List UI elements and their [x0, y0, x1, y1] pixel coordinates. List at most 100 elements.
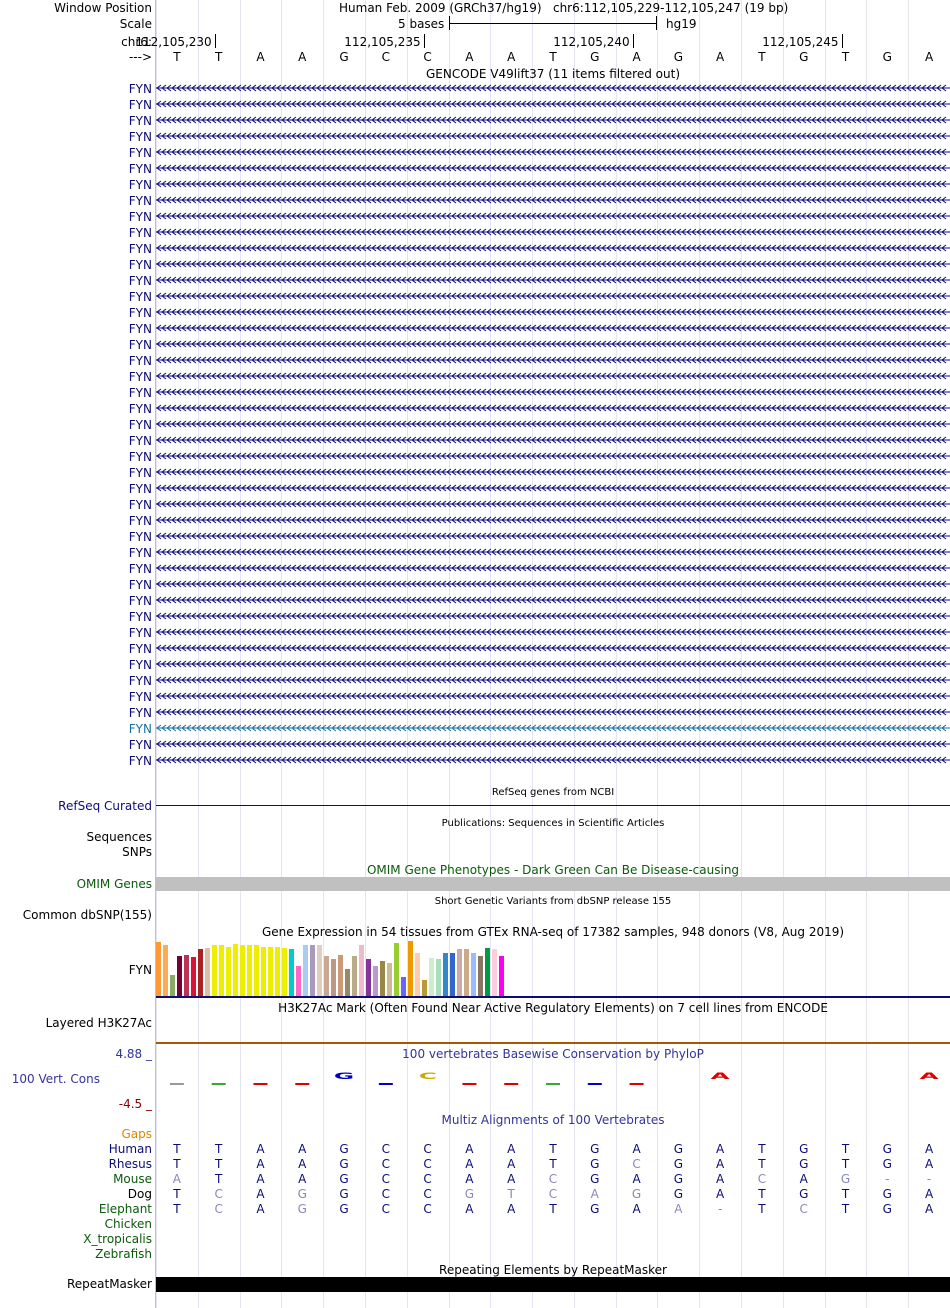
- multiz-species-label[interactable]: Dog: [127, 1187, 152, 1201]
- gencode-transcript[interactable]: [156, 497, 950, 511]
- gtex-tissue-bar[interactable]: [198, 948, 203, 996]
- gencode-transcript[interactable]: [156, 113, 950, 127]
- snps-track-label[interactable]: SNPs: [122, 845, 152, 859]
- gencode-transcript[interactable]: [156, 449, 950, 463]
- gencode-gene-label[interactable]: FYN: [128, 754, 152, 768]
- gencode-gene-label[interactable]: FYN: [128, 610, 152, 624]
- gtex-tissue-bar[interactable]: [324, 955, 329, 996]
- gtex-tissue-bar[interactable]: [268, 946, 273, 996]
- gencode-gene-label[interactable]: FYN: [128, 82, 152, 96]
- gtex-tissue-bar[interactable]: [492, 948, 497, 996]
- gencode-transcript[interactable]: [156, 337, 950, 351]
- gtex-tissue-bar[interactable]: [436, 958, 441, 996]
- gtex-tissue-bar[interactable]: [191, 956, 196, 996]
- gencode-transcript[interactable]: [156, 193, 950, 207]
- gencode-transcript[interactable]: [156, 673, 950, 687]
- repeatmasker-element-band[interactable]: [156, 1277, 950, 1292]
- gencode-transcript[interactable]: [156, 225, 950, 239]
- gencode-gene-label[interactable]: FYN: [128, 482, 152, 496]
- gencode-gene-label[interactable]: FYN: [128, 354, 152, 368]
- gencode-transcript[interactable]: [156, 353, 950, 367]
- gencode-gene-label[interactable]: FYN: [128, 194, 152, 208]
- gtex-tissue-bar[interactable]: [317, 945, 322, 996]
- gencode-transcript[interactable]: [156, 433, 950, 447]
- gtex-track-label[interactable]: FYN: [128, 963, 152, 977]
- omim-track-label[interactable]: OMIM Genes: [76, 877, 152, 891]
- gtex-tissue-bar[interactable]: [338, 954, 343, 996]
- gencode-transcript[interactable]: [156, 625, 950, 639]
- gencode-gene-label[interactable]: FYN: [128, 642, 152, 656]
- gencode-transcript[interactable]: [156, 209, 950, 223]
- gtex-tissue-bar[interactable]: [226, 946, 231, 996]
- gencode-transcript[interactable]: [156, 705, 950, 719]
- gtex-tissue-bar[interactable]: [359, 945, 364, 996]
- gtex-tissue-bar[interactable]: [289, 948, 294, 996]
- gencode-transcript[interactable]: [156, 737, 950, 751]
- repeatmasker-track-label[interactable]: RepeatMasker: [66, 1277, 152, 1291]
- gencode-gene-label[interactable]: FYN: [128, 706, 152, 720]
- gtex-tissue-bar[interactable]: [443, 953, 448, 996]
- gencode-gene-label[interactable]: FYN: [128, 626, 152, 640]
- gtex-tissue-bar[interactable]: [296, 965, 301, 996]
- gencode-gene-label[interactable]: FYN: [128, 306, 152, 320]
- gtex-tissue-bar[interactable]: [373, 965, 378, 996]
- phylop-track-label[interactable]: 100 Vert. Cons: [11, 1072, 100, 1086]
- gtex-bar-chart[interactable]: [156, 940, 950, 996]
- gtex-tissue-bar[interactable]: [352, 956, 357, 996]
- gencode-transcript[interactable]: [156, 657, 950, 671]
- gencode-gene-label[interactable]: FYN: [128, 450, 152, 464]
- gencode-gene-label[interactable]: FYN: [128, 738, 152, 752]
- gencode-transcript[interactable]: [156, 305, 950, 319]
- refseq-gene-line[interactable]: [156, 805, 950, 806]
- multiz-gaps-label[interactable]: Gaps: [121, 1127, 152, 1141]
- gencode-transcript[interactable]: [156, 369, 950, 383]
- gtex-tissue-bar[interactable]: [366, 958, 371, 996]
- gencode-gene-label[interactable]: FYN: [128, 226, 152, 240]
- gencode-transcript[interactable]: [156, 577, 950, 591]
- gencode-transcript[interactable]: [156, 81, 950, 95]
- gencode-transcript[interactable]: [156, 177, 950, 191]
- gencode-transcript[interactable]: [156, 289, 950, 303]
- gtex-tissue-bar[interactable]: [345, 968, 350, 996]
- gencode-transcript[interactable]: [156, 401, 950, 415]
- gtex-tissue-bar[interactable]: [233, 943, 238, 996]
- gtex-tissue-bar[interactable]: [450, 953, 455, 996]
- gtex-tissue-bar[interactable]: [464, 949, 469, 996]
- gtex-tissue-bar[interactable]: [156, 942, 161, 996]
- gencode-gene-label[interactable]: FYN: [128, 562, 152, 576]
- gtex-tissue-bar[interactable]: [310, 945, 315, 996]
- gencode-transcript[interactable]: [156, 145, 950, 159]
- gtex-tissue-bar[interactable]: [163, 945, 168, 996]
- gencode-gene-label[interactable]: FYN: [128, 146, 152, 160]
- gtex-tissue-bar[interactable]: [177, 956, 182, 996]
- gencode-gene-label[interactable]: FYN: [128, 690, 152, 704]
- gtex-tissue-bar[interactable]: [331, 959, 336, 996]
- gencode-gene-label[interactable]: FYN: [128, 466, 152, 480]
- omim-gene-band[interactable]: [156, 877, 950, 891]
- gencode-gene-label[interactable]: FYN: [128, 258, 152, 272]
- gencode-transcript[interactable]: [156, 689, 950, 703]
- multiz-species-label[interactable]: Rhesus: [108, 1157, 152, 1171]
- multiz-species-label[interactable]: X_tropicalis: [83, 1232, 152, 1246]
- publications-track-label[interactable]: Sequences: [86, 830, 152, 844]
- gtex-tissue-bar[interactable]: [401, 976, 406, 996]
- gtex-tissue-bar[interactable]: [212, 945, 217, 996]
- gtex-tissue-bar[interactable]: [471, 953, 476, 996]
- gencode-transcript[interactable]: [156, 593, 950, 607]
- gencode-transcript[interactable]: [156, 161, 950, 175]
- gencode-transcript[interactable]: [156, 545, 950, 559]
- gencode-gene-label[interactable]: FYN: [128, 274, 152, 288]
- gencode-transcript[interactable]: [156, 529, 950, 543]
- multiz-species-label[interactable]: Human: [108, 1142, 152, 1156]
- gtex-tissue-bar[interactable]: [429, 957, 434, 996]
- gencode-gene-label[interactable]: FYN: [128, 370, 152, 384]
- gencode-gene-label[interactable]: FYN: [128, 322, 152, 336]
- gtex-tissue-bar[interactable]: [478, 956, 483, 996]
- gencode-transcript[interactable]: [156, 321, 950, 335]
- gtex-tissue-bar[interactable]: [422, 979, 427, 996]
- gtex-tissue-bar[interactable]: [219, 945, 224, 996]
- gtex-tissue-bar[interactable]: [184, 954, 189, 996]
- gencode-transcript[interactable]: [156, 641, 950, 655]
- gencode-transcript[interactable]: [156, 273, 950, 287]
